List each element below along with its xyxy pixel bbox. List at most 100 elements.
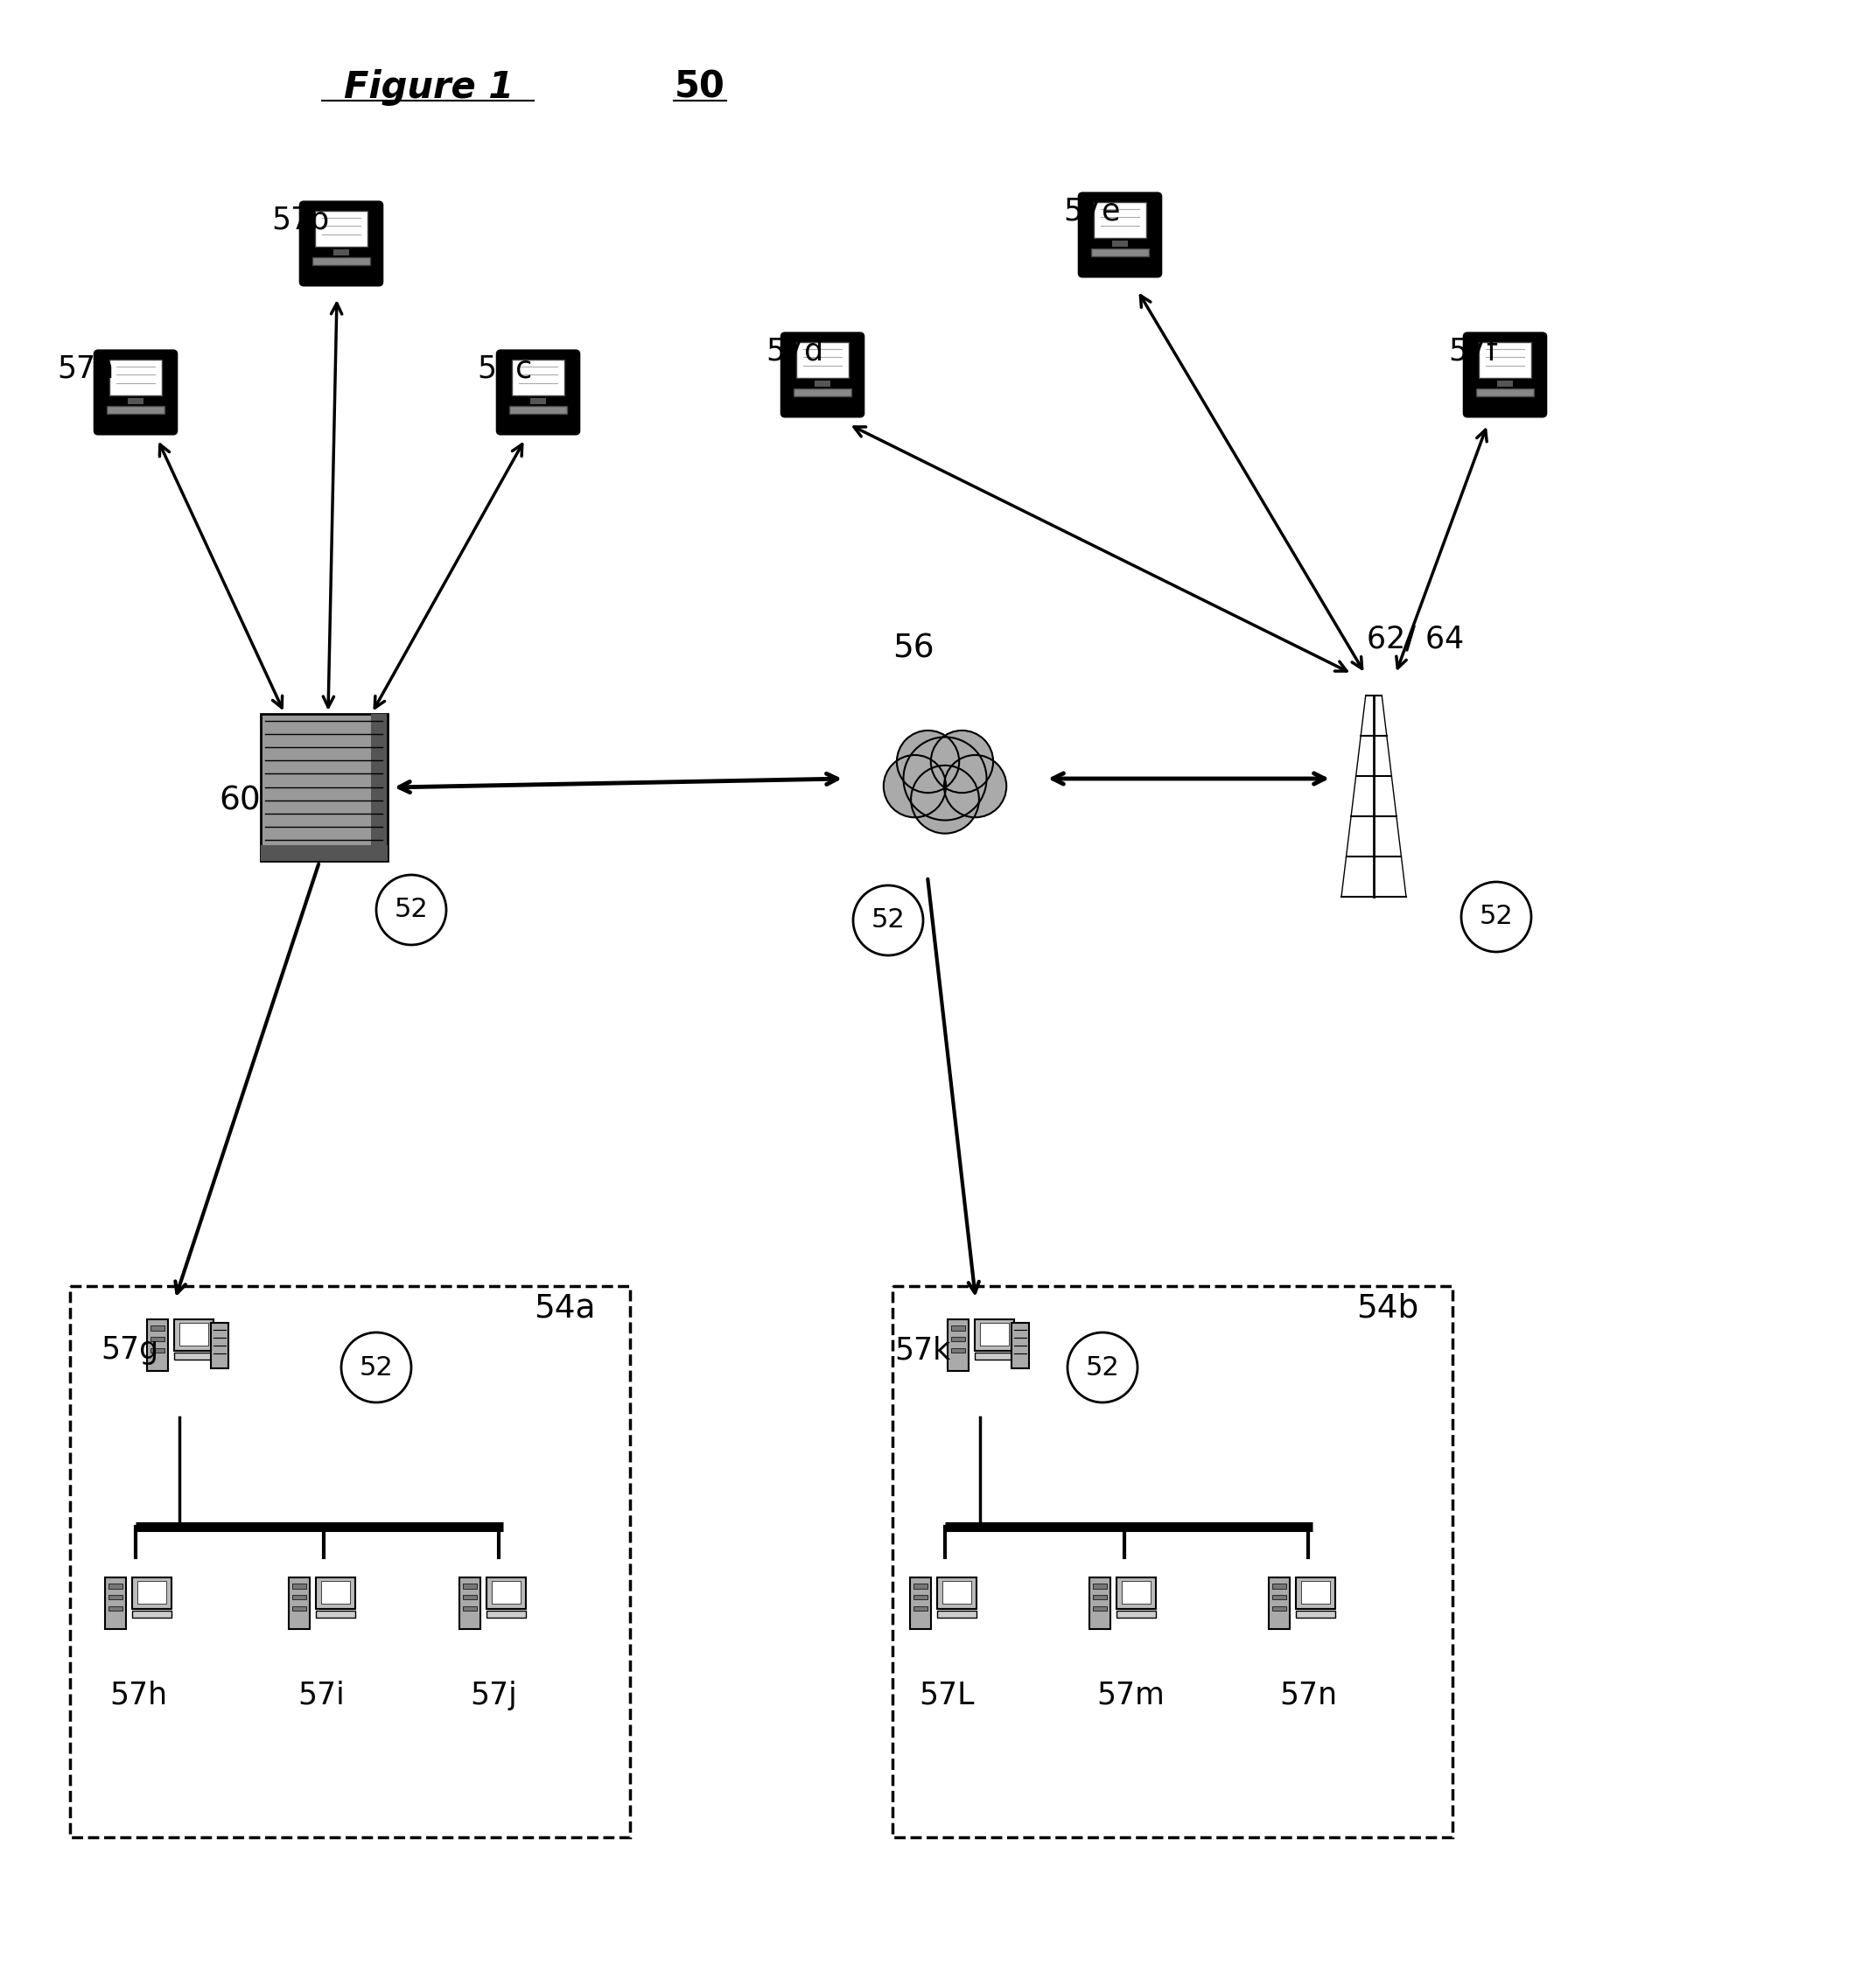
- Text: 57f: 57f: [1448, 336, 1497, 367]
- FancyBboxPatch shape: [1478, 342, 1531, 377]
- FancyBboxPatch shape: [1497, 381, 1514, 387]
- FancyBboxPatch shape: [976, 1354, 1013, 1360]
- Text: 57b: 57b: [272, 206, 328, 236]
- Text: 57c: 57c: [477, 354, 533, 383]
- FancyBboxPatch shape: [947, 1319, 968, 1372]
- FancyBboxPatch shape: [460, 1578, 480, 1629]
- FancyBboxPatch shape: [814, 381, 831, 387]
- Text: 54b: 54b: [1356, 1293, 1418, 1324]
- Text: 60: 60: [219, 784, 261, 815]
- Text: Figure 1: Figure 1: [343, 69, 514, 106]
- FancyBboxPatch shape: [300, 202, 383, 285]
- FancyBboxPatch shape: [486, 1611, 525, 1617]
- Circle shape: [884, 755, 946, 817]
- FancyBboxPatch shape: [979, 1322, 1009, 1346]
- FancyBboxPatch shape: [150, 1336, 165, 1342]
- FancyBboxPatch shape: [261, 713, 388, 861]
- FancyBboxPatch shape: [797, 342, 848, 377]
- Text: 57a: 57a: [56, 354, 114, 383]
- Text: 52: 52: [870, 908, 904, 933]
- FancyBboxPatch shape: [107, 407, 165, 415]
- FancyBboxPatch shape: [510, 407, 567, 415]
- FancyBboxPatch shape: [1094, 1584, 1107, 1588]
- Text: 57h: 57h: [109, 1680, 167, 1710]
- FancyBboxPatch shape: [492, 1580, 522, 1603]
- FancyBboxPatch shape: [938, 1611, 977, 1617]
- Text: 50: 50: [675, 69, 726, 106]
- FancyBboxPatch shape: [951, 1324, 964, 1330]
- FancyBboxPatch shape: [313, 257, 370, 265]
- FancyBboxPatch shape: [210, 1322, 229, 1368]
- FancyBboxPatch shape: [1094, 1605, 1107, 1611]
- FancyBboxPatch shape: [261, 845, 388, 861]
- FancyBboxPatch shape: [1094, 202, 1146, 238]
- FancyBboxPatch shape: [1122, 1580, 1150, 1603]
- Text: 57d: 57d: [765, 336, 824, 367]
- FancyBboxPatch shape: [321, 1580, 351, 1603]
- Circle shape: [930, 731, 992, 792]
- Circle shape: [897, 731, 959, 792]
- FancyBboxPatch shape: [463, 1605, 477, 1611]
- FancyBboxPatch shape: [794, 389, 852, 397]
- FancyBboxPatch shape: [1011, 1322, 1030, 1368]
- Text: 52: 52: [394, 898, 428, 924]
- Circle shape: [854, 886, 923, 955]
- FancyBboxPatch shape: [1272, 1584, 1287, 1588]
- FancyBboxPatch shape: [914, 1596, 927, 1600]
- FancyBboxPatch shape: [951, 1348, 964, 1354]
- FancyBboxPatch shape: [371, 713, 386, 861]
- FancyBboxPatch shape: [914, 1605, 927, 1611]
- Text: 57i: 57i: [298, 1680, 345, 1710]
- FancyBboxPatch shape: [1092, 248, 1148, 257]
- FancyBboxPatch shape: [137, 1580, 167, 1603]
- FancyBboxPatch shape: [317, 1578, 355, 1609]
- FancyBboxPatch shape: [180, 1322, 208, 1346]
- FancyBboxPatch shape: [109, 1605, 122, 1611]
- Text: 57L: 57L: [919, 1680, 974, 1710]
- Circle shape: [341, 1332, 411, 1403]
- FancyBboxPatch shape: [293, 1584, 306, 1588]
- Text: 56: 56: [893, 633, 934, 664]
- Text: 52: 52: [1480, 904, 1514, 929]
- FancyBboxPatch shape: [133, 1578, 171, 1609]
- FancyBboxPatch shape: [150, 1348, 165, 1354]
- Circle shape: [1461, 882, 1531, 951]
- Circle shape: [1067, 1332, 1137, 1403]
- FancyBboxPatch shape: [105, 1578, 126, 1629]
- FancyBboxPatch shape: [109, 1596, 122, 1600]
- FancyBboxPatch shape: [512, 360, 565, 395]
- FancyBboxPatch shape: [293, 1605, 306, 1611]
- FancyBboxPatch shape: [128, 397, 144, 405]
- FancyBboxPatch shape: [463, 1596, 477, 1600]
- Text: 57k: 57k: [895, 1334, 951, 1366]
- FancyBboxPatch shape: [94, 350, 176, 434]
- FancyBboxPatch shape: [497, 350, 580, 434]
- Text: 57m: 57m: [1096, 1680, 1165, 1710]
- FancyBboxPatch shape: [910, 1578, 930, 1629]
- FancyBboxPatch shape: [1079, 193, 1161, 277]
- FancyBboxPatch shape: [942, 1580, 972, 1603]
- FancyBboxPatch shape: [976, 1319, 1013, 1350]
- FancyBboxPatch shape: [315, 210, 368, 246]
- FancyBboxPatch shape: [1302, 1580, 1330, 1603]
- Circle shape: [377, 874, 446, 945]
- FancyBboxPatch shape: [1296, 1611, 1336, 1617]
- Text: 57n: 57n: [1279, 1680, 1338, 1710]
- FancyBboxPatch shape: [133, 1611, 171, 1617]
- FancyBboxPatch shape: [146, 1319, 169, 1372]
- Text: 62/ 64: 62/ 64: [1368, 623, 1463, 654]
- Text: 57e: 57e: [1064, 197, 1120, 226]
- FancyBboxPatch shape: [1476, 389, 1535, 397]
- FancyBboxPatch shape: [1116, 1578, 1156, 1609]
- FancyBboxPatch shape: [293, 1596, 306, 1600]
- FancyBboxPatch shape: [1272, 1596, 1287, 1600]
- FancyBboxPatch shape: [463, 1584, 477, 1588]
- FancyBboxPatch shape: [914, 1584, 927, 1588]
- FancyBboxPatch shape: [782, 334, 863, 417]
- Text: 52: 52: [1086, 1354, 1120, 1379]
- Text: 57j: 57j: [469, 1680, 518, 1710]
- FancyBboxPatch shape: [1112, 240, 1127, 248]
- FancyBboxPatch shape: [174, 1319, 214, 1350]
- FancyBboxPatch shape: [1463, 334, 1546, 417]
- FancyBboxPatch shape: [529, 397, 546, 405]
